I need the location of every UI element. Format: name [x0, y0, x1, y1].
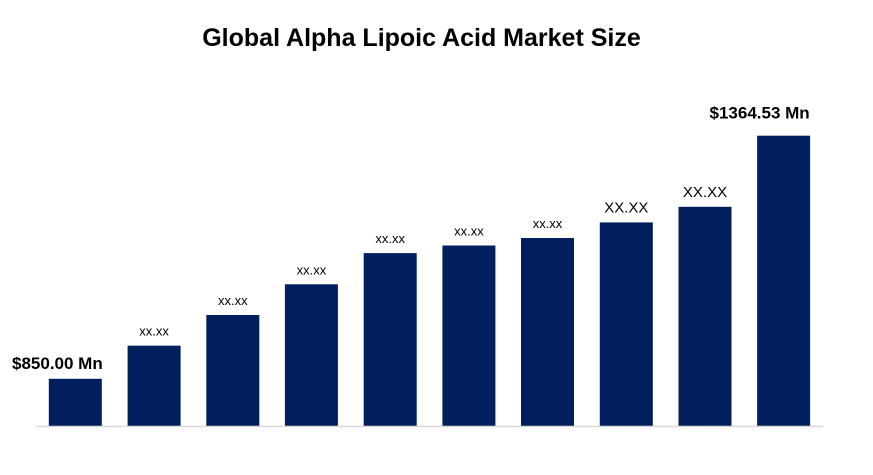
bars-group	[48, 135, 811, 426]
bar-4	[284, 284, 338, 426]
data-labels-group: $850.00 Mn xx.xx xx.xx xx.xx xx.xx xx.xx xx.xx…	[12, 104, 810, 373]
bar-7	[521, 238, 574, 426]
data-label-5: xx.xx	[375, 231, 405, 246]
bar-9	[678, 206, 732, 426]
data-label-6: xx.xx	[454, 224, 484, 239]
data-label-4: xx.xx	[297, 262, 327, 277]
data-label-8: XX.XX	[604, 199, 648, 216]
bar-10	[757, 135, 811, 426]
data-label-3: xx.xx	[218, 293, 248, 308]
data-label-2: xx.xx	[139, 324, 169, 339]
bar-8	[599, 222, 653, 426]
data-label-9: XX.XX	[683, 184, 727, 201]
bar-3	[206, 315, 260, 426]
bar-1	[48, 378, 102, 426]
data-label-7: xx.xx	[533, 216, 563, 231]
data-label-10: $1364.53 Mn	[710, 104, 810, 123]
data-label-1: $850.00 Mn	[12, 354, 103, 373]
bar-2	[127, 345, 181, 426]
chart-title: Global Alpha Lipoic Acid Market Size	[202, 24, 641, 52]
bar-6	[442, 245, 496, 426]
bar-5	[363, 253, 417, 426]
